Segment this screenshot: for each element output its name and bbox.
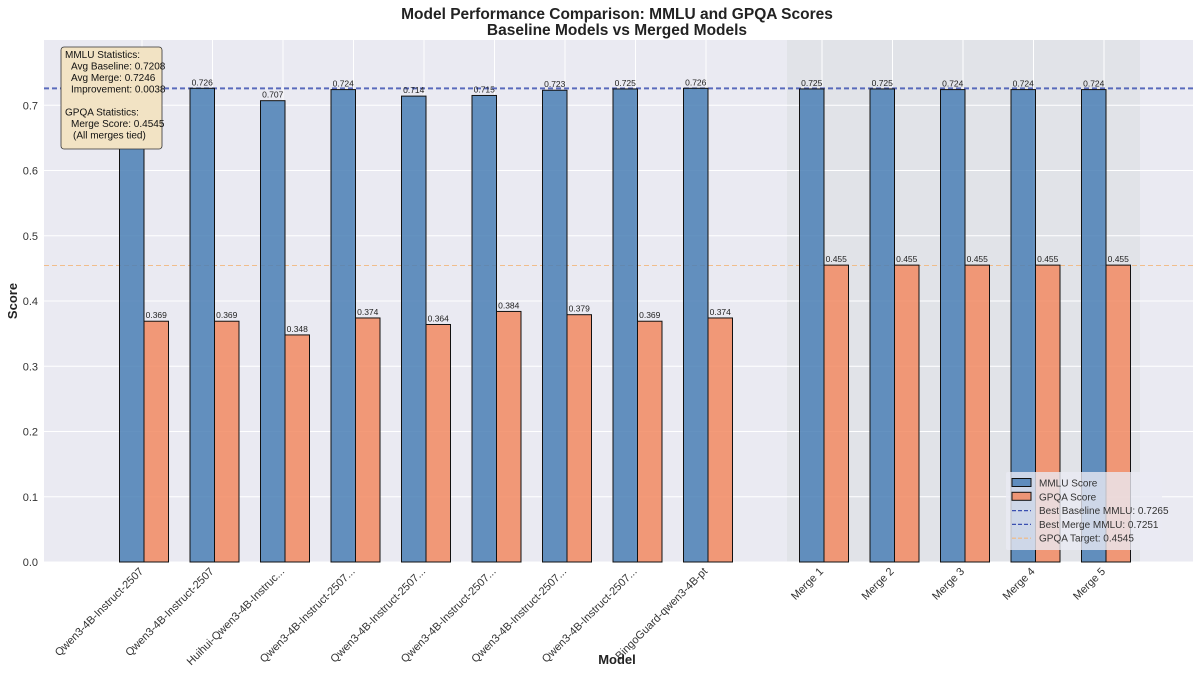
gpqa-value-label: 0.374 [357, 307, 379, 317]
mmlu-value-label: 0.726 [192, 77, 214, 87]
mmlu-bar [940, 89, 966, 563]
legend: MMLU Score GPQA Score Best Baseline MMLU: … [1006, 472, 1169, 550]
gpqa-value-label: 0.455 [1037, 254, 1059, 264]
mmlu-bar [119, 89, 145, 563]
gpqa-bar [964, 264, 990, 563]
chart-subtitle: Baseline Models vs Merged Models [487, 22, 747, 39]
mmlu-value-label: 0.723 [544, 79, 566, 89]
gpqa-value-label: 0.379 [569, 304, 591, 314]
gpqa-bar [496, 310, 522, 563]
mmlu-bar [683, 87, 709, 563]
gpqa-value-label: 0.455 [1108, 254, 1130, 264]
mmlu-value-label: 0.715 [474, 84, 496, 94]
y-tick-label: 0.6 [23, 166, 38, 178]
y-tick-label: 0.3 [23, 361, 38, 373]
mmlu-bar [401, 95, 427, 563]
legend-swatch [1011, 491, 1032, 501]
legend-swatch [1011, 478, 1032, 487]
statistics-line: Avg Merge: 0.7246 [71, 73, 156, 84]
y-tick-label: 0.7 [23, 100, 38, 112]
gpqa-value-label: 0.455 [967, 254, 989, 264]
gpqa-bar [707, 317, 733, 563]
legend-label: Best Merge MMLU: 0.7251 [1039, 520, 1159, 531]
legend-label: GPQA Score [1039, 492, 1097, 503]
y-tick-label: 0.5 [23, 231, 38, 243]
gpqa-bar [637, 320, 663, 563]
bar-value-labels: 0.726 0.707 0.724 0.714 0.715 0.723 0.725 0.726… [146, 77, 1130, 334]
statistics-line: Avg Baseline: 0.7208 [71, 62, 166, 73]
statistics-line: Improvement: 0.0038 [71, 85, 166, 96]
mmlu-bar [799, 88, 825, 563]
gpqa-value-label: 0.455 [826, 254, 848, 264]
mmlu-bar [869, 88, 895, 563]
gpqa-value-label: 0.369 [216, 310, 238, 320]
mmlu-value-label: 0.725 [615, 78, 637, 88]
x-axis-label: Model [598, 652, 636, 667]
gpqa-bar [284, 334, 310, 563]
legend-background [1006, 472, 1162, 550]
gpqa-bar [566, 314, 592, 563]
mmlu-value-label: 0.724 [1013, 79, 1035, 89]
mmlu-bar [330, 89, 356, 563]
statistics-line: MMLU Statistics: [65, 50, 140, 61]
legend-label: GPQA Target: 0.4545 [1039, 534, 1134, 545]
mmlu-value-label: 0.725 [801, 78, 823, 88]
mmlu-bar [471, 94, 497, 563]
mmlu-bar [542, 89, 568, 563]
bar-group [119, 87, 1131, 563]
mmlu-value-label: 0.724 [333, 79, 355, 89]
y-axis-ticks: 0.0 0.1 0.2 0.3 0.4 0.5 0.6 0.7 [23, 100, 38, 569]
gpqa-bar [894, 264, 920, 563]
gpqa-bar [355, 317, 381, 563]
y-axis-label: Score [5, 283, 20, 319]
statistics-line: (All merges tied) [73, 131, 146, 142]
gpqa-value-label: 0.455 [896, 254, 918, 264]
gpqa-bar [823, 264, 849, 563]
statistics-box: MMLU Statistics:Avg Baseline: 0.7208Avg … [60, 46, 166, 150]
mmlu-value-label: 0.724 [1083, 79, 1105, 89]
gpqa-value-label: 0.369 [639, 310, 661, 320]
statistics-line: Merge Score: 0.4545 [71, 119, 165, 130]
gpqa-value-label: 0.369 [146, 310, 168, 320]
gpqa-value-label: 0.364 [428, 313, 450, 323]
y-tick-label: 0.0 [23, 557, 38, 569]
gpqa-value-label: 0.348 [287, 324, 309, 334]
mmlu-bar [612, 88, 638, 563]
statistics-line: GPQA Statistics: [65, 108, 139, 119]
y-tick-label: 0.1 [23, 492, 38, 504]
y-tick-label: 0.4 [23, 296, 38, 308]
mmlu-value-label: 0.725 [872, 78, 894, 88]
gpqa-bar [214, 320, 240, 563]
mmlu-value-label: 0.724 [942, 79, 964, 89]
legend-label: MMLU Score [1039, 479, 1098, 490]
statistics-box-background [60, 46, 163, 150]
mmlu-value-label: 0.707 [262, 90, 284, 100]
gpqa-bar [425, 323, 451, 563]
gpqa-bar [143, 320, 169, 563]
mmlu-bar [260, 100, 286, 563]
mmlu-bar [189, 87, 215, 563]
mmlu-value-label: 0.726 [685, 77, 707, 87]
legend-label: Best Baseline MMLU: 0.7265 [1039, 506, 1169, 517]
gpqa-value-label: 0.374 [710, 307, 732, 317]
y-tick-label: 0.2 [23, 427, 38, 439]
mmlu-value-label: 0.714 [403, 85, 425, 95]
chart-title: Model Performance Comparison: MMLU and G… [401, 6, 833, 23]
gpqa-value-label: 0.384 [498, 300, 520, 310]
